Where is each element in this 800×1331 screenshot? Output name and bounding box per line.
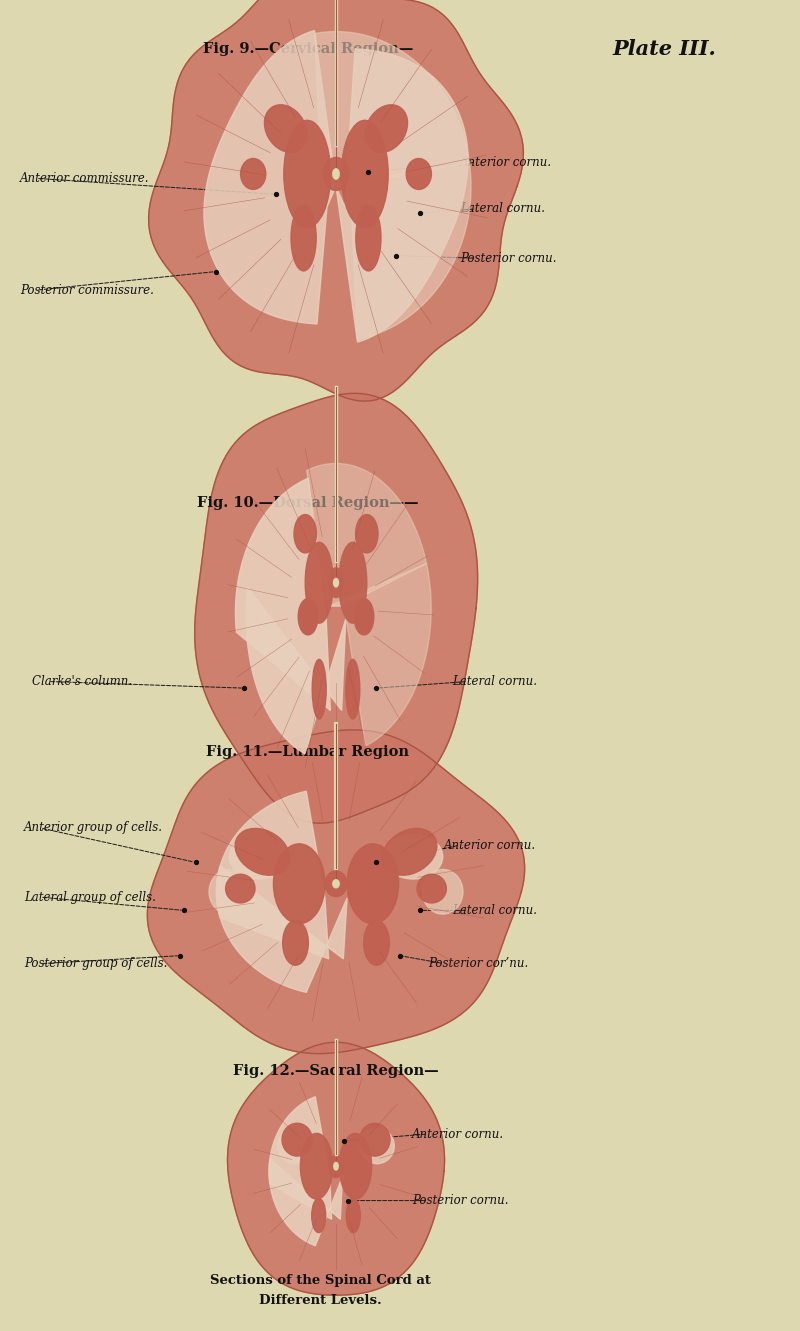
Ellipse shape [298,599,318,635]
Ellipse shape [384,835,442,878]
Ellipse shape [209,869,250,914]
Polygon shape [306,463,426,606]
Ellipse shape [312,659,326,719]
Ellipse shape [265,105,306,152]
Text: Lateral cornu.: Lateral cornu. [460,202,545,216]
Ellipse shape [312,1198,326,1233]
Ellipse shape [339,1133,372,1199]
Text: Different Levels.: Different Levels. [258,1294,382,1307]
Text: Posterior group of cells.: Posterior group of cells. [24,957,167,970]
Ellipse shape [235,828,290,876]
Text: Posterior cornu.: Posterior cornu. [460,252,557,265]
Text: Posterior cor’nu.: Posterior cor’nu. [428,957,528,970]
Polygon shape [149,0,523,401]
Polygon shape [336,49,468,342]
Text: Anterior cornu.: Anterior cornu. [460,156,552,169]
Ellipse shape [330,1155,342,1178]
Ellipse shape [354,599,374,635]
Text: Fig. 9.—Cervical Region—: Fig. 9.—Cervical Region— [203,43,413,56]
Ellipse shape [355,515,378,552]
Polygon shape [269,1159,342,1246]
Text: Plate III.: Plate III. [612,39,716,60]
Ellipse shape [342,120,388,228]
Polygon shape [329,563,431,745]
Ellipse shape [363,921,390,965]
Polygon shape [194,394,478,823]
Text: Anterior group of cells.: Anterior group of cells. [24,821,163,835]
Ellipse shape [333,880,339,888]
Ellipse shape [366,105,407,152]
Ellipse shape [356,205,381,272]
Ellipse shape [333,169,339,180]
Ellipse shape [300,1133,333,1199]
Ellipse shape [241,158,266,189]
Polygon shape [315,32,470,186]
Ellipse shape [406,158,431,189]
Ellipse shape [346,659,360,719]
Polygon shape [217,791,329,958]
Ellipse shape [417,874,446,902]
Text: Lateral cornu.: Lateral cornu. [452,904,537,917]
Polygon shape [227,1042,445,1295]
Ellipse shape [325,870,347,897]
Ellipse shape [282,1123,312,1157]
Polygon shape [235,478,330,711]
Polygon shape [246,587,346,753]
Text: Anterior cornu.: Anterior cornu. [412,1127,504,1141]
Text: Lateral cornu.: Lateral cornu. [452,675,537,688]
Ellipse shape [230,835,288,878]
Ellipse shape [360,1129,394,1163]
Ellipse shape [284,120,330,228]
Ellipse shape [306,542,333,623]
Ellipse shape [382,828,437,876]
Polygon shape [217,866,347,993]
Polygon shape [204,31,336,323]
Ellipse shape [282,921,308,965]
Text: Sections of the Spinal Cord at: Sections of the Spinal Cord at [210,1274,430,1287]
Text: Anterior commissure.: Anterior commissure. [20,172,150,185]
Ellipse shape [329,568,343,598]
Polygon shape [327,162,471,339]
Polygon shape [269,1097,332,1219]
Ellipse shape [339,542,366,623]
Ellipse shape [323,157,349,190]
Ellipse shape [274,844,325,924]
Ellipse shape [226,874,255,902]
Text: Posterior cornu.: Posterior cornu. [412,1194,509,1207]
Text: Fig. 12.—Sacral Region—: Fig. 12.—Sacral Region— [233,1065,439,1078]
Text: Anterior cornu.: Anterior cornu. [444,839,536,852]
Ellipse shape [422,869,463,914]
Text: Posterior commissure.: Posterior commissure. [20,284,154,297]
Ellipse shape [294,515,316,552]
Text: Fig. 11.—Lumbar Region: Fig. 11.—Lumbar Region [206,745,410,759]
Ellipse shape [291,205,316,272]
Text: Fig. 10.—Dorsal Region——: Fig. 10.—Dorsal Region—— [198,496,418,510]
Ellipse shape [360,1123,390,1157]
Ellipse shape [278,1129,312,1163]
Ellipse shape [334,579,338,587]
Text: Clarke's column.: Clarke's column. [32,675,132,688]
Ellipse shape [346,1198,360,1233]
Ellipse shape [347,844,398,924]
Polygon shape [147,729,525,1054]
Text: Lateral group of cells.: Lateral group of cells. [24,890,156,904]
Ellipse shape [334,1162,338,1170]
